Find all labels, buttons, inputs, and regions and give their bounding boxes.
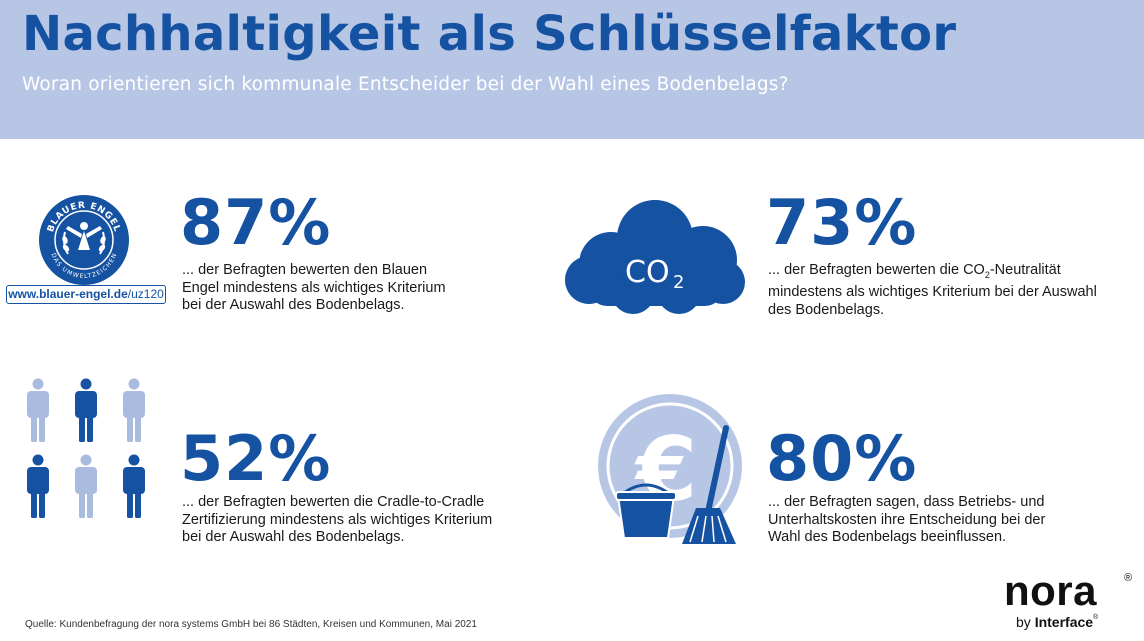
blauer-engel-url-bold: www.blauer-engel.de — [8, 287, 128, 301]
desc-co2-line-3: des Bodenbelags. — [768, 301, 885, 318]
nora-logo-byline: by Interface® — [1016, 614, 1099, 630]
euro-coin-cleaning-icon: € — [598, 394, 742, 544]
desc-co2-line-1: ... der Befragten bewerten die CO2-Neutr… — [768, 262, 1061, 280]
source-note: Quelle: Kundenbefragung der nora systems… — [25, 619, 477, 630]
nora-logo-text: nora — [1004, 567, 1098, 614]
desc-blauer-engel-line-1: ... der Befragten bewerten den Blauen — [182, 262, 428, 278]
blauer-engel-logo-icon: BLAUER ENGEL DAS UMWELTZEICHEN — [39, 195, 129, 285]
desc-kosten-line-3: Wahl des Bodenbelags beeinflussen. — [768, 529, 1007, 545]
desc-blauer-engel-line-3: bei der Auswahl des Bodenbelags. — [182, 297, 405, 313]
percent-kosten: 80% — [766, 422, 918, 495]
page-title: Nachhaltigkeit als Schlüsselfaktor — [22, 6, 957, 62]
people-grid-icon — [27, 378, 145, 518]
desc-kosten: ... der Befragten sagen, dass Betriebs- … — [768, 494, 1098, 547]
percent-co2: 73% — [766, 186, 918, 259]
desc-co2: ... der Befragten bewerten die CO2-Neutr… — [768, 262, 1108, 319]
desc-kosten-line-1: ... der Befragten sagen, dass Betriebs- … — [768, 494, 1045, 510]
nora-logo-reg: ® — [1124, 572, 1133, 584]
desc-co2-line-2: mindestens als wichtiges Kriterium bei d… — [768, 284, 1097, 301]
percent-blauer-engel: 87% — [180, 186, 332, 259]
desc-cradle-line-2: Zertifizierung mindestens als wichtiges … — [182, 511, 493, 528]
co2-cloud-sub: 2 — [673, 272, 684, 293]
header-banner: Nachhaltigkeit als Schlüsselfaktor Woran… — [0, 0, 1144, 139]
desc-cradle-line-1: ... der Befragten bewerten die Cradle-to… — [182, 494, 485, 510]
page-subtitle: Woran orientieren sich kommunale Entsche… — [22, 74, 789, 95]
desc-cradle: ... der Befragten bewerten die Cradle-to… — [182, 494, 512, 547]
desc-blauer-engel-line-2: Engel mindestens als wichtiges Kriterium — [182, 279, 446, 296]
desc-kosten-line-2: Unterhaltskosten ihre Entscheidung bei d… — [768, 511, 1046, 528]
desc-blauer-engel: ... der Befragten bewerten den Blauen En… — [182, 262, 482, 315]
blauer-engel-url-rest: /uz120 — [127, 287, 164, 301]
percent-cradle: 52% — [180, 422, 332, 495]
desc-cradle-line-3: bei der Auswahl des Bodenbelags. — [182, 529, 405, 545]
nora-logo: nora ® by Interface® — [1004, 570, 1136, 634]
blauer-engel-url: www.blauer-engel.de/uz120 — [6, 285, 166, 304]
co2-cloud-icon: CO 2 — [565, 200, 745, 314]
co2-cloud-text: CO — [625, 255, 670, 290]
